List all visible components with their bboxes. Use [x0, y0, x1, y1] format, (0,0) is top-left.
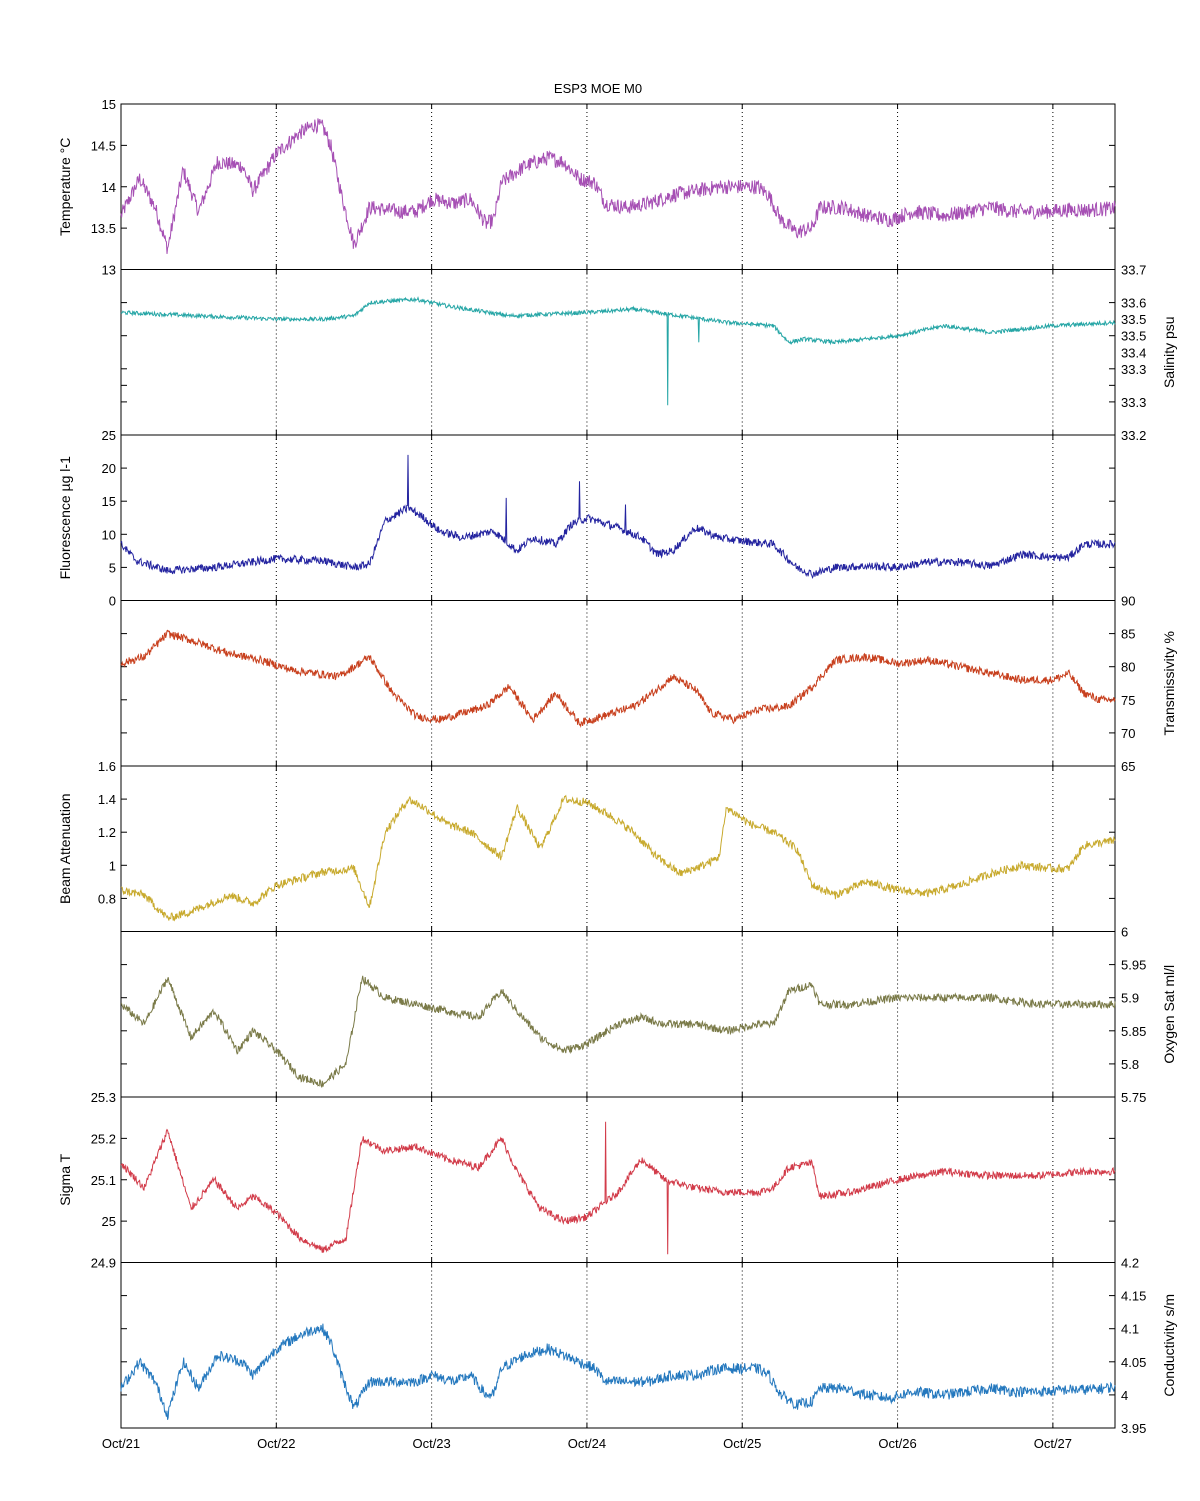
- x-tick-label: Oct/27: [1034, 1436, 1072, 1451]
- series-line-1: [120, 118, 1116, 254]
- y-tick-label: 1.2: [98, 825, 116, 840]
- y-tick-label: 33.2: [1121, 428, 1146, 443]
- y-tick-label: 75: [1121, 693, 1135, 708]
- y-tick-label: 5: [109, 560, 116, 575]
- series-line-7: [120, 1121, 1116, 1255]
- y-tick-label: 33.5: [1121, 329, 1146, 344]
- y-tick-label: 13.5: [91, 221, 116, 236]
- series-line-4: [120, 629, 1116, 729]
- x-tick-label: Oct/22: [257, 1436, 295, 1451]
- y-axis-label: Transmissivity %: [1161, 631, 1177, 736]
- y-tick-label: 13: [102, 263, 116, 278]
- y-tick-label: 5.8: [1121, 1057, 1139, 1072]
- panel-frame: [120, 931, 1116, 1098]
- y-tick-label: 0: [109, 594, 116, 609]
- y-axis-label: Salinity psu: [1161, 316, 1177, 388]
- chart-title: ESP3 MOE M0: [554, 81, 642, 96]
- y-tick-label: 15: [102, 494, 116, 509]
- panel-frame: [120, 765, 1116, 932]
- panel-frame: [120, 1262, 1116, 1429]
- y-tick-label: 0.8: [98, 891, 116, 906]
- y-tick-label: 25: [102, 1214, 116, 1229]
- y-axis-label: Fluorescence µg l-1: [57, 456, 73, 579]
- y-tick-label: 1.4: [98, 792, 116, 807]
- series-line-8: [120, 1323, 1116, 1420]
- x-tick-label: Oct/26: [878, 1436, 916, 1451]
- panel-5: 0.8 1 1.2 1.4 1.6 Beam Attenuation: [57, 759, 1116, 932]
- panel-frame: [120, 269, 1116, 436]
- y-tick-label: 65: [1121, 759, 1135, 774]
- y-tick-label: 5.95: [1121, 958, 1146, 973]
- y-tick-label: 5.9: [1121, 991, 1139, 1006]
- y-tick-label: 3.95: [1121, 1421, 1146, 1436]
- y-axis-label: Oxygen Sat ml/l: [1161, 965, 1177, 1064]
- y-tick-label: 4.2: [1121, 1256, 1139, 1271]
- y-tick-label: 33.7: [1121, 263, 1146, 278]
- series-line-3: [120, 454, 1116, 580]
- y-axis-label: Beam Attenuation: [57, 793, 73, 904]
- y-tick-label: 85: [1121, 627, 1135, 642]
- x-tick-label: Oct/21: [102, 1436, 140, 1451]
- x-tick-label: Oct/25: [723, 1436, 761, 1451]
- series-line-5: [120, 794, 1116, 922]
- y-tick-label: 33.4: [1121, 345, 1146, 360]
- y-tick-label: 4: [1121, 1388, 1128, 1403]
- y-tick-label: 14.5: [91, 138, 116, 153]
- y-axis-label: Conductivity s/m: [1161, 1294, 1177, 1397]
- x-tick-label: Oct/23: [412, 1436, 450, 1451]
- y-tick-label: 4.15: [1121, 1289, 1146, 1304]
- panel-8: 3.95 4 4.05 4.1 4.15 4.2 Conductivity s/m: [120, 1256, 1177, 1436]
- panel-2: 33.233.333.333.433.533.533.633.7Salinity…: [120, 263, 1177, 443]
- y-tick-label: 33.3: [1121, 362, 1146, 377]
- panel-1: 13 13.5 14 14.5 15 Temperature °C: [57, 97, 1116, 278]
- y-tick-label: 90: [1121, 594, 1135, 609]
- panel-4: 65 70 75 80 85 90 Transmissivity %: [120, 594, 1177, 774]
- y-tick-label: 25.1: [91, 1173, 116, 1188]
- panel-6: 5.75 5.8 5.85 5.9 5.95 6 Oxygen Sat ml/l: [120, 925, 1177, 1105]
- y-axis-label: Sigma T: [57, 1153, 73, 1205]
- y-tick-label: 33.3: [1121, 395, 1146, 410]
- x-axis: Oct/21 Oct/22 Oct/23 Oct/24 Oct/25 Oct/26 Oct/…: [102, 1436, 1072, 1451]
- y-tick-label: 10: [102, 527, 116, 542]
- y-tick-label: 14: [102, 180, 116, 195]
- y-tick-label: 15: [102, 97, 116, 112]
- y-tick-label: 5.75: [1121, 1090, 1146, 1105]
- y-tick-label: 4.05: [1121, 1355, 1146, 1370]
- series-line-2: [120, 296, 1116, 406]
- panel-frame: [120, 1096, 1116, 1263]
- y-tick-label: 1.6: [98, 759, 116, 774]
- y-tick-label: 4.1: [1121, 1322, 1139, 1337]
- y-tick-label: 70: [1121, 726, 1135, 741]
- panel-frame: [120, 103, 1116, 270]
- y-axis-label: Temperature °C: [57, 138, 73, 236]
- y-tick-label: 33.6: [1121, 296, 1146, 311]
- y-tick-label: 25.2: [91, 1131, 116, 1146]
- y-tick-label: 33.5: [1121, 312, 1146, 327]
- y-tick-label: 25.3: [91, 1090, 116, 1105]
- y-tick-label: 5.85: [1121, 1024, 1146, 1039]
- panel-7: 24.9 25 25.1 25.2 25.3 Sigma T: [57, 1090, 1116, 1271]
- panel-frame: [120, 434, 1116, 601]
- y-tick-label: 24.9: [91, 1256, 116, 1271]
- y-tick-label: 25: [102, 428, 116, 443]
- y-tick-label: 6: [1121, 925, 1128, 940]
- panel-3: 0 5 10 15 20 25 Fluorescence µg l-1: [57, 428, 1116, 609]
- y-tick-label: 20: [102, 461, 116, 476]
- y-tick-label: 1: [109, 858, 116, 873]
- x-tick-label: Oct/24: [568, 1436, 606, 1451]
- series-line-6: [121, 975, 1116, 1089]
- panel-frame: [120, 600, 1116, 767]
- y-tick-label: 80: [1121, 660, 1135, 675]
